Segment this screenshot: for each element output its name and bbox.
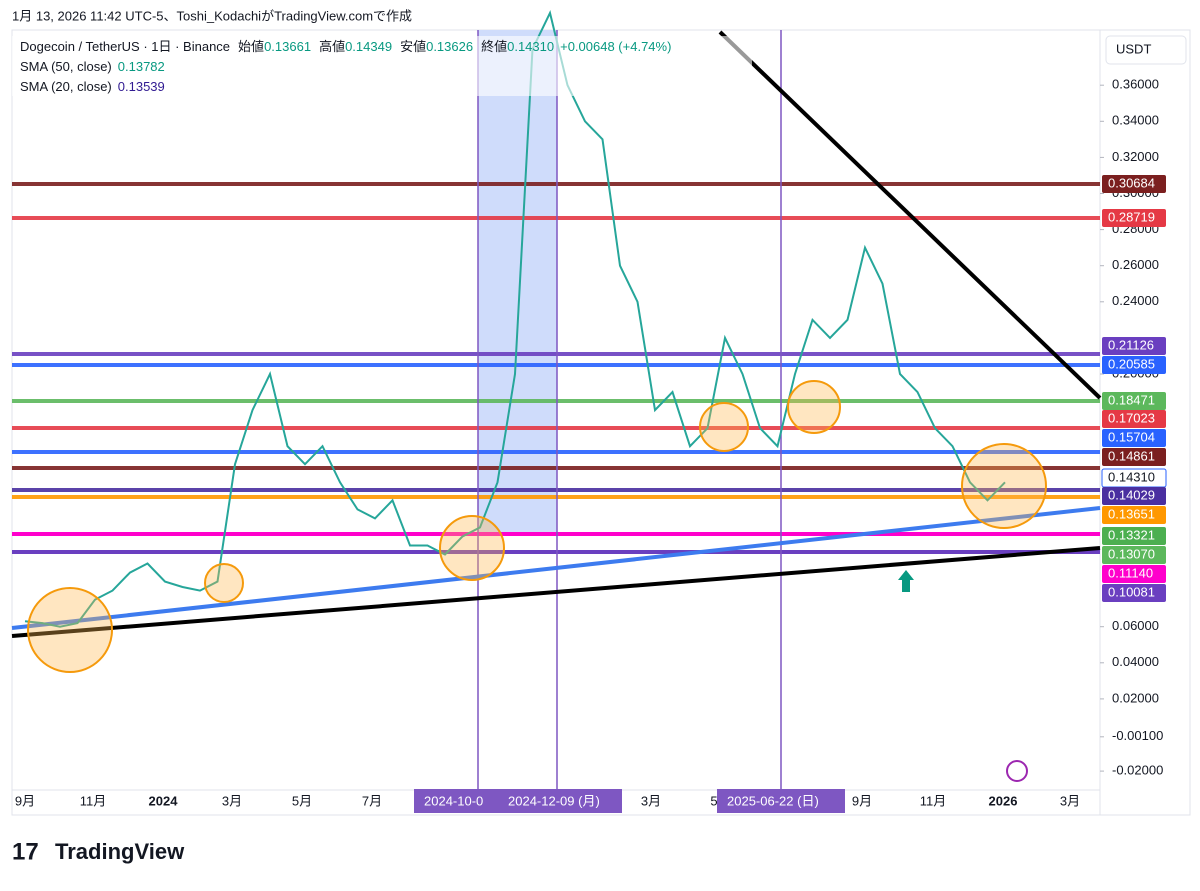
- y-tick-label: 0.26000: [1112, 257, 1159, 272]
- price-tag: [1102, 584, 1166, 602]
- y-tick-label: 0.24000: [1112, 293, 1159, 308]
- range-shade: [478, 30, 557, 535]
- price-tag-label: 0.15704: [1108, 429, 1155, 444]
- price-tag-label: 0.14310: [1108, 469, 1155, 484]
- price-tag-label: 0.13321: [1108, 527, 1155, 542]
- y-tick-label: 0.34000: [1112, 113, 1159, 128]
- sma-label: SMA (50, close): [20, 59, 112, 74]
- x-tick-label: 9月: [15, 793, 35, 808]
- date-badge: [498, 789, 622, 813]
- trend-line: [718, 30, 1102, 400]
- price-tag: [1102, 487, 1166, 505]
- price-tag: [1102, 448, 1166, 466]
- x-tick-label: 9月: [852, 793, 872, 808]
- sma-value: 0.13782: [118, 59, 165, 74]
- price-tag-label: 0.30684: [1108, 175, 1155, 190]
- x-tick-label: 11月: [920, 793, 947, 808]
- ohlc: 0.13626: [426, 39, 473, 54]
- price-tag-label: 0.11140: [1108, 565, 1153, 580]
- price-tag: [1102, 429, 1166, 447]
- ohlc-label: 安値: [400, 39, 426, 54]
- date-badge: [717, 789, 845, 813]
- ohlc: 0.14349: [345, 39, 392, 54]
- x-tick-label: 11月: [80, 793, 107, 808]
- sma: SMA (20, close) 0.13539: [20, 79, 165, 94]
- y-tick-label: 0.04000: [1112, 654, 1159, 669]
- x-tick-label: 3月: [641, 793, 661, 808]
- price-tag-label: 0.18471: [1108, 392, 1155, 407]
- price-tag: [1102, 410, 1166, 428]
- highlight: [439, 515, 505, 581]
- brand: TradingView: [55, 839, 185, 864]
- y-tick-label: -0.00100: [1112, 728, 1163, 743]
- price-tag-label: 0.20585: [1108, 356, 1155, 371]
- highlight: [961, 443, 1047, 529]
- x-tick-label: 5: [710, 793, 717, 808]
- frame: [11, 29, 1191, 816]
- arrow-up: [898, 570, 914, 580]
- price-tag-label: 0.28719: [1108, 209, 1155, 224]
- price-tag-label: 0.17023: [1108, 410, 1155, 425]
- price-tag: [1102, 506, 1166, 524]
- price-tag-label: 0.21126: [1108, 337, 1154, 352]
- y-tick-label: 0.32000: [1112, 149, 1159, 164]
- arrow-up: [902, 578, 910, 592]
- legend-bg: [12, 36, 752, 96]
- ohlc-label: 始値: [238, 39, 264, 54]
- ohlc-label: 高値: [319, 39, 345, 54]
- caption: 1月 13, 2026 11:42 UTC-5、Toshi_KodachiがTr…: [12, 8, 412, 23]
- x-tick-label: 2026: [989, 793, 1018, 808]
- x-tick-label: 5月: [292, 793, 312, 808]
- price-tag: [1102, 175, 1166, 193]
- price-tag-label: 0.10081: [1108, 584, 1155, 599]
- change: +0.00648 (+4.74%): [560, 39, 671, 54]
- ohlc: 0.13661: [264, 39, 311, 54]
- price-tag: [1102, 565, 1166, 583]
- date-badge-label: 2025-06-22 (日): [727, 793, 819, 808]
- date-badge: [414, 789, 500, 813]
- price-tag-label: 0.13651: [1108, 506, 1155, 521]
- y-tick-label: 0.02000: [1112, 690, 1159, 705]
- price-tag: [1102, 546, 1166, 564]
- highlight: [787, 380, 841, 434]
- currency-button[interactable]: [1105, 35, 1187, 65]
- symbol: Dogecoin / TetherUS · 1日 · Binance 始値0.13…: [20, 39, 671, 54]
- sma: SMA (50, close) 0.13782: [20, 59, 165, 74]
- y-tick-label: 0.06000: [1112, 618, 1159, 633]
- logo-mark: 17: [12, 838, 39, 865]
- price-tag-label: 0.14861: [1108, 448, 1155, 463]
- ohlc-label: 終値: [481, 39, 507, 54]
- highlight: [27, 587, 113, 673]
- x-tick-label: 3月: [1060, 793, 1080, 808]
- sma-label: SMA (20, close): [20, 79, 112, 94]
- x-tick-label: 3月: [222, 793, 242, 808]
- trend-line: [11, 546, 1101, 638]
- icon: [1006, 760, 1028, 782]
- ohlc: 0.14310: [507, 39, 554, 54]
- price-tag: [1102, 527, 1166, 545]
- sma-value: 0.13539: [118, 79, 165, 94]
- price-tag: [1102, 209, 1166, 227]
- price-tag-label: 0.13070: [1108, 546, 1155, 561]
- date-badge-label: 2024-10-0: [424, 793, 483, 808]
- trend-line: [11, 506, 1101, 630]
- currency[interactable]: USDT: [1116, 41, 1151, 56]
- y-tick-label: -0.02000: [1112, 763, 1163, 778]
- x-tick-label: 7月: [362, 793, 382, 808]
- y-tick-label: 0.36000: [1112, 77, 1159, 92]
- price-line: [24, 10, 1006, 628]
- date-badge-label: 2024-12-09 (月): [508, 793, 600, 808]
- price-tag: [1102, 356, 1166, 374]
- price-tag-label: 0.14029: [1108, 487, 1155, 502]
- symbol-name: Dogecoin / TetherUS · 1日 · Binance: [20, 39, 230, 54]
- highlight: [699, 402, 749, 452]
- price-tag: [1102, 337, 1166, 355]
- price-tag: [1102, 392, 1166, 410]
- x-tick-label: 2024: [149, 793, 179, 808]
- highlight: [204, 563, 244, 603]
